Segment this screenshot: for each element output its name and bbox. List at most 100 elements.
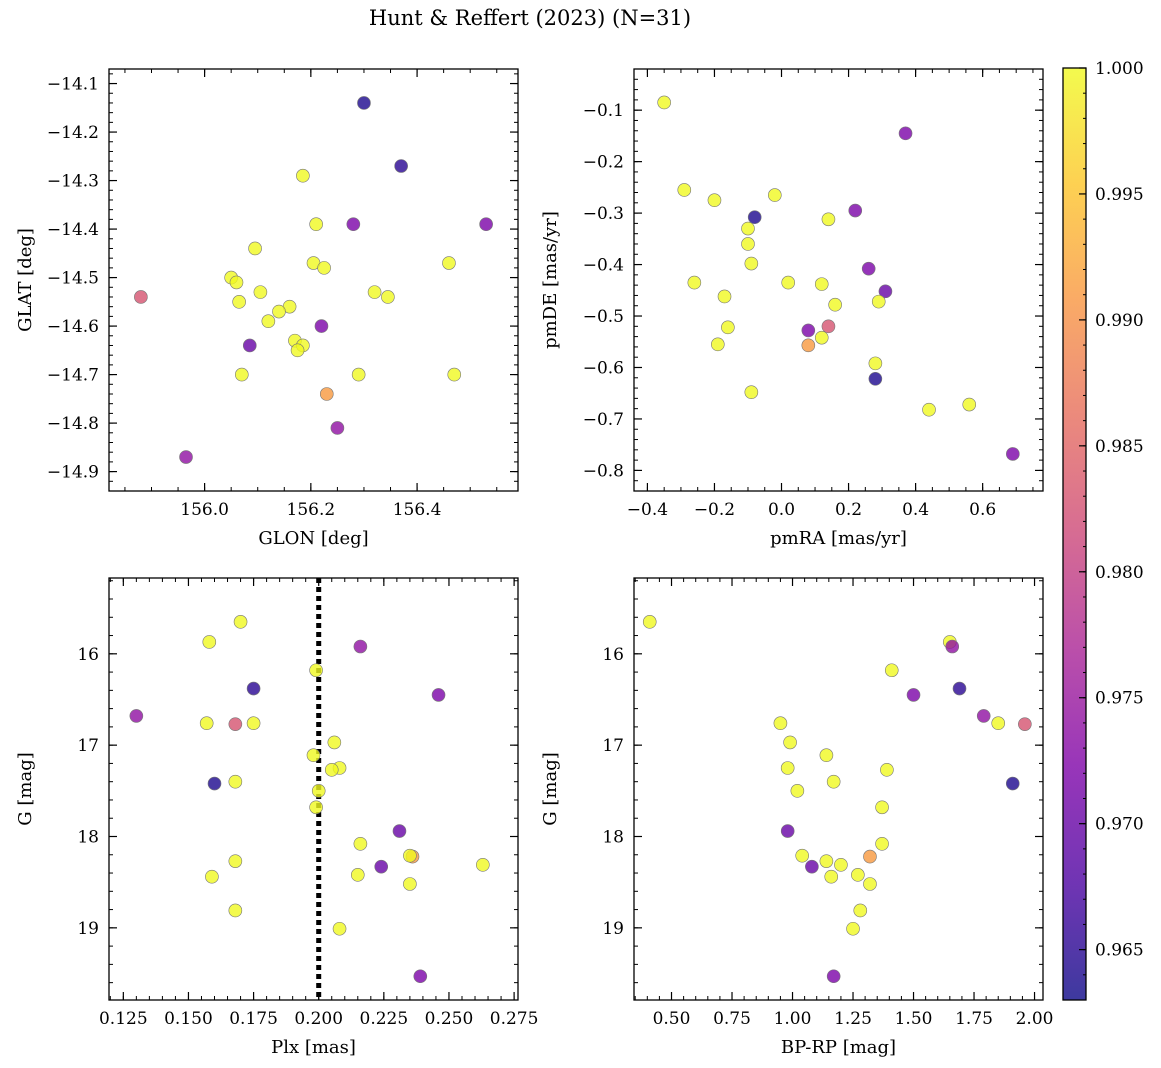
scatter-point [229, 275, 244, 290]
scatter-point [707, 193, 722, 208]
scatter-point [403, 848, 417, 863]
scatter-point [878, 284, 893, 299]
scatter-point [781, 275, 796, 290]
scatter-point [880, 763, 894, 777]
x-tick-label: 1.50 [895, 1009, 933, 1029]
scatter-point [783, 735, 797, 750]
y-tick-label: −14.3 [47, 172, 99, 192]
scatter-point [346, 217, 361, 232]
y-tick-label: −0.2 [583, 153, 624, 173]
y-tick-label: 19 [77, 919, 99, 939]
colorbar-tick-label: 0.985 [1095, 437, 1144, 457]
y-tick-label: 18 [602, 827, 624, 847]
x-tick-label: 0.125 [99, 1009, 148, 1029]
scatter-point [353, 639, 368, 654]
x-axis-label: GLON [deg] [258, 528, 368, 549]
colorbar-tick-label: 0.970 [1095, 815, 1144, 835]
y-tick-label: 18 [77, 827, 99, 847]
y-tick-label: −0.7 [583, 410, 624, 430]
scatter-point [853, 903, 868, 918]
scatter-point [290, 343, 305, 358]
x-tick-label: 0.150 [164, 1009, 213, 1029]
x-tick-label: 0.4 [902, 500, 929, 520]
colorbar-tick-label: 0.995 [1095, 185, 1144, 205]
y-tick-label: 17 [77, 736, 99, 756]
scatter-point [677, 183, 692, 197]
scatter-point [403, 877, 417, 891]
scatter-point [332, 921, 347, 936]
panel-plx-g: 0.125 0.150 0.175 0.200 0.225 0.250 0.275 16 17 1… [15, 577, 538, 1058]
scatter-point [381, 290, 395, 304]
x-tick-label: 156.4 [393, 500, 442, 520]
x-tick-label: 0.75 [713, 1009, 751, 1029]
y-tick-label: −0.6 [583, 358, 624, 378]
x-tick-label: 0.2 [835, 500, 862, 520]
scatter-point [479, 217, 493, 232]
axes-frame [108, 577, 519, 1001]
y-tick-label: 16 [602, 645, 624, 665]
y-tick-label: 19 [602, 919, 624, 939]
scatter-point [871, 294, 886, 309]
y-axis-label: pmDE [mas/yr] [540, 211, 561, 349]
scatter-point [805, 859, 819, 874]
x-tick-label: 1.25 [834, 1009, 872, 1029]
scatter-point [314, 319, 329, 333]
y-tick-label: −0.4 [583, 256, 624, 276]
y-axis-label: GLAT [deg] [15, 228, 36, 332]
scatter-point [826, 969, 841, 984]
y-tick-label: −14.5 [47, 269, 99, 289]
colorbar-gradient [1063, 68, 1086, 1000]
scatter-point [228, 717, 243, 731]
y-tick-label: 16 [77, 645, 99, 665]
y-tick-label: −14.6 [47, 317, 99, 337]
scatter-point [790, 784, 805, 798]
x-tick-label: 0.50 [653, 1009, 691, 1029]
scatter-point [741, 221, 755, 236]
scatter-point [309, 217, 323, 232]
x-tick-label: −0.4 [627, 500, 668, 520]
scatter-point [205, 869, 219, 884]
x-tick-label: 156.2 [287, 500, 336, 520]
scatter-point [179, 450, 193, 464]
scatter-point [834, 858, 848, 872]
scatter-point [413, 969, 428, 984]
scatter-point [353, 837, 368, 851]
scatter-point [747, 210, 762, 225]
y-tick-label: −14.4 [47, 220, 99, 240]
scatter-point [821, 319, 836, 334]
scatter-point [868, 372, 883, 386]
y-tick-label: −0.8 [583, 461, 624, 481]
scatter-point [801, 338, 816, 353]
x-axis-label: pmRA [mas/yr] [770, 528, 907, 549]
scatter-point [863, 877, 877, 891]
x-tick-label: 0.175 [229, 1009, 278, 1029]
scatter-point [826, 774, 841, 789]
scatter-point [129, 709, 144, 723]
panel-cmd: 0.50 0.75 1.00 1.25 1.50 1.75 2.00 16 17 18 19 BP-R… [540, 577, 1053, 1058]
colorbar-tick-label: 1.000 [1095, 59, 1144, 79]
y-tick-label: −14.8 [47, 414, 99, 434]
scatter-point [1005, 776, 1020, 791]
scatter-point [780, 761, 795, 775]
scatter-point [922, 402, 936, 417]
y-tick-label: −14.2 [47, 123, 99, 143]
scatter-point [324, 763, 339, 777]
scatter-point [898, 126, 913, 141]
x-tick-label: 1.75 [955, 1009, 993, 1029]
colorbar-frame [1062, 67, 1087, 1001]
scatter-point [232, 295, 246, 309]
x-tick-label: 0.0 [768, 500, 795, 520]
scatter-point [863, 849, 877, 864]
scatter-point [309, 663, 323, 678]
colorbar-tick-label: 0.965 [1095, 941, 1144, 961]
scatter-point [814, 330, 829, 345]
scatter-point [848, 203, 863, 218]
scatter-point [248, 241, 262, 256]
scatter-point [351, 367, 366, 382]
x-tick-label: 156.0 [180, 500, 229, 520]
x-axis-label: Plx [mas] [271, 1037, 356, 1058]
y-tick-label: −14.1 [47, 75, 99, 95]
scatter-point [1006, 447, 1020, 461]
y-tick-label: −0.3 [583, 204, 624, 224]
scatter-point [367, 285, 382, 299]
